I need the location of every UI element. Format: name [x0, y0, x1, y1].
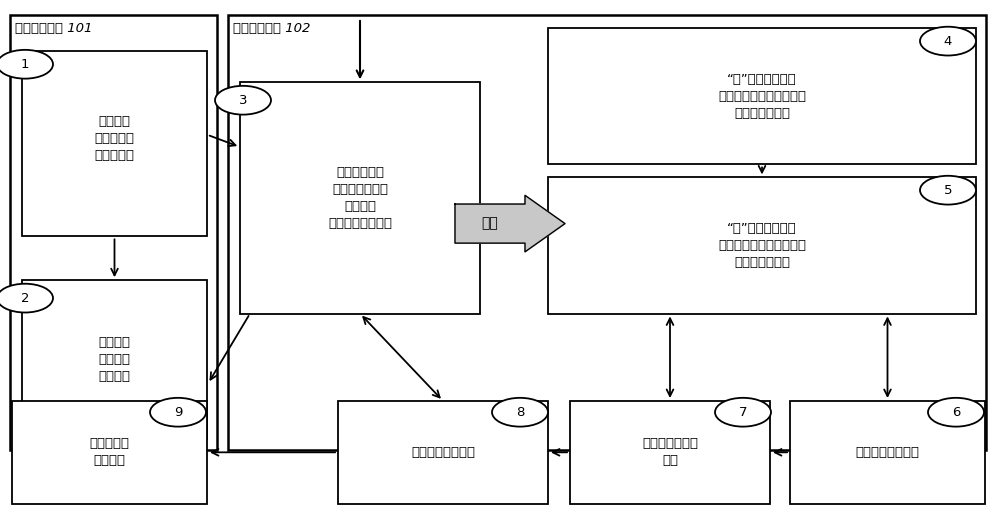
Text: 限制: 限制: [482, 216, 498, 231]
FancyBboxPatch shape: [22, 280, 207, 439]
FancyBboxPatch shape: [790, 401, 985, 504]
Circle shape: [0, 284, 53, 313]
Text: 硬件模型搭建 102: 硬件模型搭建 102: [233, 22, 310, 34]
Text: 优刔加速及
应用接口: 优刔加速及 应用接口: [90, 437, 130, 467]
Text: 6: 6: [952, 406, 960, 419]
Circle shape: [920, 27, 976, 56]
Text: 9: 9: [174, 406, 182, 419]
Text: 3: 3: [239, 94, 247, 107]
Circle shape: [0, 50, 53, 79]
Circle shape: [928, 398, 984, 427]
Circle shape: [920, 176, 976, 205]
Text: 专用集成电路实现: 专用集成电路实现: [411, 446, 475, 459]
FancyBboxPatch shape: [10, 15, 217, 450]
FancyBboxPatch shape: [548, 177, 976, 314]
FancyBboxPatch shape: [338, 401, 548, 504]
Text: 2: 2: [21, 291, 29, 305]
Text: 硬件描述语言设计: 硬件描述语言设计: [856, 446, 920, 459]
Text: 4: 4: [944, 34, 952, 48]
FancyBboxPatch shape: [22, 51, 207, 236]
Circle shape: [715, 398, 771, 427]
FancyBboxPatch shape: [12, 401, 207, 504]
Text: 应用抄象描述 101: 应用抄象描述 101: [15, 22, 92, 34]
Text: 任务调度器、
数据控制器设计
资源描述
资源选择（其他）: 任务调度器、 数据控制器设计 资源描述 资源选择（其他）: [328, 166, 392, 230]
Text: “分”处理单元设计
功能单元：选择（其他）
单元数量：选择: “分”处理单元设计 功能单元：选择（其他） 单元数量：选择: [718, 73, 806, 120]
FancyBboxPatch shape: [228, 15, 986, 450]
FancyBboxPatch shape: [570, 401, 770, 504]
Text: 5: 5: [944, 183, 952, 197]
Circle shape: [215, 86, 271, 115]
Text: 算法分析
软硬件划分
并行性实现: 算法分析 软硬件划分 并行性实现: [94, 115, 134, 162]
Circle shape: [492, 398, 548, 427]
Text: 1: 1: [21, 58, 29, 71]
Text: “合”处理单元设计
功能单元：选择（其他）
单元数量：选择: “合”处理单元设计 功能单元：选择（其他） 单元数量：选择: [718, 222, 806, 269]
Text: 7: 7: [739, 406, 747, 419]
FancyBboxPatch shape: [548, 28, 976, 164]
Circle shape: [150, 398, 206, 427]
Polygon shape: [455, 195, 565, 252]
Text: 可编程逻辑器件
实现: 可编程逻辑器件 实现: [642, 437, 698, 467]
Text: 算法描述
编程环境
友好界面: 算法描述 编程环境 友好界面: [98, 336, 130, 383]
Text: 8: 8: [516, 406, 524, 419]
FancyBboxPatch shape: [240, 82, 480, 314]
